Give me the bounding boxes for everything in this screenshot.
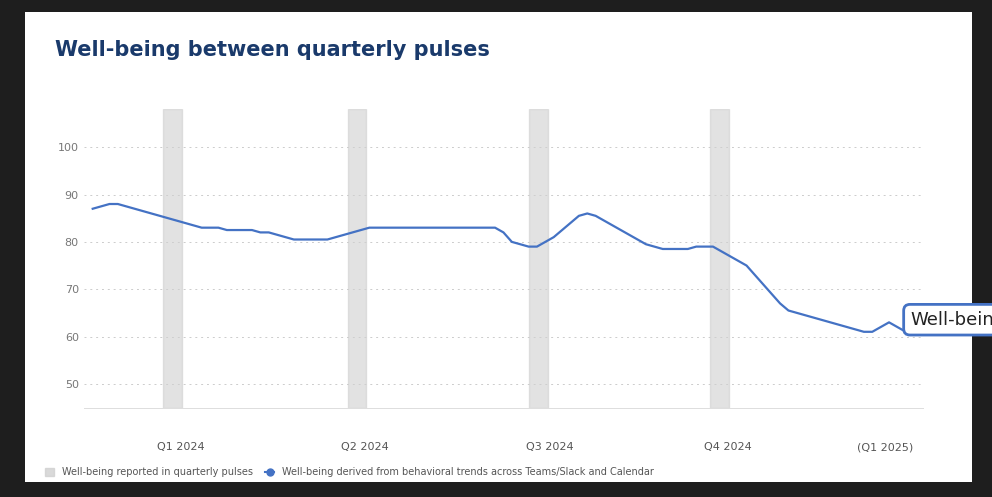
Text: Q2 2024: Q2 2024 [341, 442, 389, 452]
Bar [347, 109, 366, 408]
Legend: Well-being reported in quarterly pulses, Well-being derived from behavioral tren: Well-being reported in quarterly pulses,… [45, 467, 654, 477]
Bar [163, 109, 182, 408]
Text: Q1 2024: Q1 2024 [157, 442, 204, 452]
Text: Q4 2024: Q4 2024 [704, 442, 752, 452]
Text: Well-being: Well-being [910, 311, 992, 329]
Text: Well-being between quarterly pulses: Well-being between quarterly pulses [55, 40, 489, 60]
Bar [530, 109, 548, 408]
Text: (Q1 2025): (Q1 2025) [857, 442, 913, 452]
Text: Q3 2024: Q3 2024 [526, 442, 573, 452]
Bar [710, 109, 729, 408]
